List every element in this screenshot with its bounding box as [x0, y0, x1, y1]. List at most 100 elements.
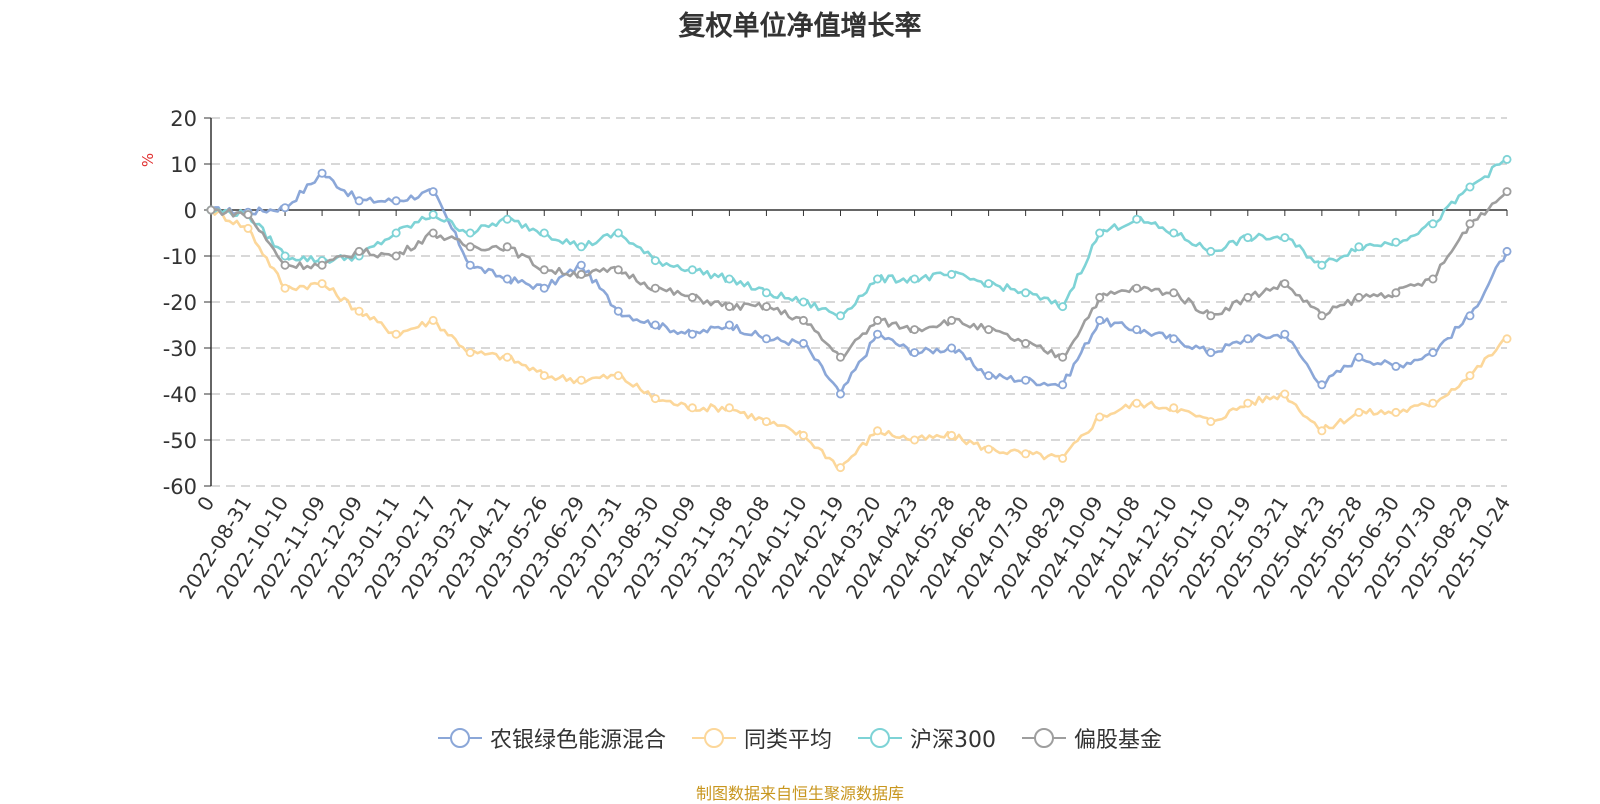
data-point — [1243, 398, 1253, 408]
data-point — [1095, 412, 1105, 422]
data-point — [1354, 407, 1364, 417]
data-point — [687, 265, 697, 275]
series-line — [210, 158, 1508, 318]
data-point — [910, 274, 920, 284]
y-tick-label: 10 — [170, 153, 197, 177]
data-point — [1132, 214, 1142, 224]
data-point — [1317, 260, 1327, 270]
data-point — [1058, 380, 1068, 390]
data-point — [984, 444, 994, 454]
data-point — [1206, 311, 1216, 321]
data-point — [798, 297, 808, 307]
data-point — [354, 306, 364, 316]
data-point — [428, 315, 438, 325]
data-point — [1280, 329, 1290, 339]
data-point — [910, 435, 920, 445]
data-point — [873, 274, 883, 284]
data-point — [280, 203, 290, 213]
data-point — [1280, 233, 1290, 243]
data-point — [317, 279, 327, 289]
data-point — [243, 223, 253, 233]
data-point — [576, 375, 586, 385]
data-point — [280, 251, 290, 261]
series-1 — [206, 168, 1512, 399]
data-point — [1354, 352, 1364, 362]
data-point — [835, 463, 845, 473]
data-point — [724, 274, 734, 284]
legend-item[interactable]: 偏股基金 — [1022, 722, 1162, 754]
data-point — [1391, 288, 1401, 298]
data-point — [428, 210, 438, 220]
data-point — [1317, 426, 1327, 436]
data-point — [1206, 246, 1216, 256]
data-point — [539, 265, 549, 275]
y-tick-label: -30 — [163, 337, 197, 361]
data-point — [539, 228, 549, 238]
data-point — [206, 205, 216, 215]
data-point — [1354, 292, 1364, 302]
legend-label: 沪深300 — [910, 728, 996, 753]
legend-item[interactable]: 农银绿色能源混合 — [437, 722, 666, 754]
y-tick-label: -10 — [163, 245, 197, 269]
data-point — [243, 210, 253, 220]
data-point — [1428, 274, 1438, 284]
data-point — [984, 371, 994, 381]
data-point — [1502, 187, 1512, 197]
data-point — [613, 371, 623, 381]
grid-lines — [211, 117, 1507, 487]
y-tick-label: -60 — [163, 475, 197, 499]
data-point — [1391, 407, 1401, 417]
data-point — [613, 265, 623, 275]
data-point — [502, 352, 512, 362]
data-point — [1243, 233, 1253, 243]
data-point — [761, 302, 771, 312]
series-line — [210, 171, 1509, 396]
data-point — [354, 246, 364, 256]
data-point — [1465, 219, 1475, 229]
data-point — [1095, 228, 1105, 238]
data-point — [502, 274, 512, 284]
series-line — [210, 190, 1508, 359]
data-point — [873, 315, 883, 325]
data-point — [391, 196, 401, 206]
data-point — [650, 394, 660, 404]
data-point — [687, 403, 697, 413]
data-point — [1243, 334, 1253, 344]
data-point — [465, 348, 475, 358]
data-point — [1428, 348, 1438, 358]
legend-item[interactable]: 沪深300 — [858, 722, 996, 754]
data-point — [428, 187, 438, 197]
data-point — [1243, 292, 1253, 302]
data-point — [761, 288, 771, 298]
legend-item[interactable]: 同类平均 — [691, 722, 832, 754]
data-point — [798, 430, 808, 440]
series-3 — [206, 154, 1512, 321]
data-point — [947, 315, 957, 325]
data-point — [465, 228, 475, 238]
data-point — [1465, 182, 1475, 192]
data-point — [1132, 325, 1142, 335]
data-point — [1021, 338, 1031, 348]
data-point — [947, 430, 957, 440]
data-point — [502, 242, 512, 252]
x-tick-label: 0 — [192, 492, 219, 516]
legend-label: 偏股基金 — [1074, 728, 1163, 753]
axes: 20100-10-20-30-40-50-6002022-08-312022-1… — [163, 107, 1516, 603]
data-point — [1502, 154, 1512, 164]
data-point — [798, 338, 808, 348]
data-point — [576, 260, 586, 270]
data-point — [1465, 371, 1475, 381]
data-point — [650, 320, 660, 330]
data-point — [465, 242, 475, 252]
data-point — [465, 260, 475, 270]
data-point — [1058, 453, 1068, 463]
data-point — [761, 334, 771, 344]
data-point — [873, 329, 883, 339]
y-tick-label: 20 — [170, 107, 197, 131]
data-point — [1169, 288, 1179, 298]
data-point — [1502, 246, 1512, 256]
data-point — [724, 302, 734, 312]
data-point — [873, 426, 883, 436]
series-lines — [206, 154, 1512, 473]
